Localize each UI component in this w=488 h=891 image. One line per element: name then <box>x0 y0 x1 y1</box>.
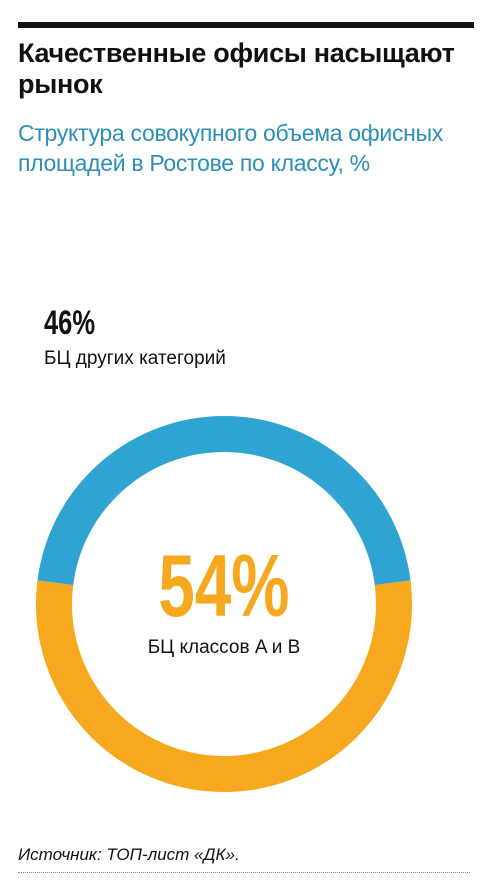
donut-chart-svg: 46% БЦ других категорий 54%БЦ классов A и … <box>36 304 412 792</box>
top-rule <box>18 22 474 28</box>
secondary-value-label: 46% <box>44 304 95 342</box>
donut-chart: 46% БЦ других категорий 54% БЦ классов A и … <box>0 290 488 810</box>
source-note: Источник: ТОП-лист «ДК». <box>18 845 240 864</box>
chart-title: Качественные офисы насыщают рынок <box>18 38 455 99</box>
slice-secondary <box>37 416 411 586</box>
secondary-category-label: БЦ других категорий <box>44 348 226 369</box>
primary-category-label: БЦ классов A и B <box>148 637 301 658</box>
slice-primary <box>36 580 412 792</box>
primary-value-label: 54% <box>158 538 289 636</box>
chart-subtitle: Структура совокупного объема офисных пло… <box>18 120 443 176</box>
bottom-rule <box>18 872 470 873</box>
